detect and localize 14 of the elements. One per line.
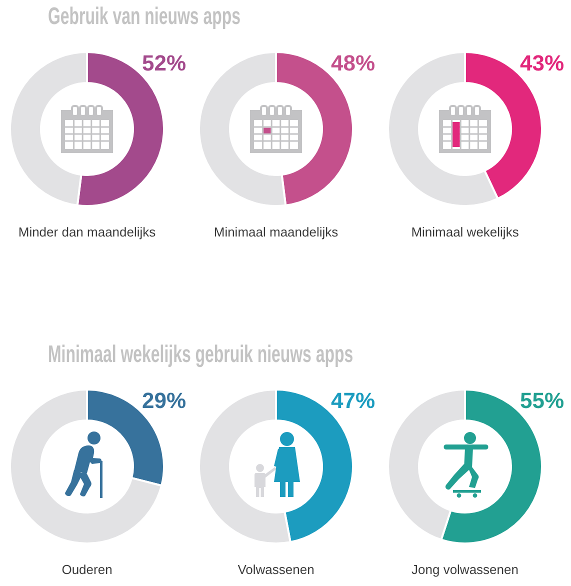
chart-title: Gebruik van nieuws apps [48,3,240,30]
text: Minimaal wekelijks [411,224,520,240]
data-label: 43% [520,50,564,76]
text: Ouderen [62,562,112,577]
data-label: 29% [142,388,186,413]
text: Minimaal maandelijks [214,224,339,240]
text: Jong volwassenen [412,562,518,577]
data-label: 48% [330,50,376,76]
chart-title: Minimaal wekelijks gebruik nieuws apps [48,341,354,368]
data-label: 47% [330,388,376,413]
data-label: 52% [142,50,186,76]
text: Minder dan maandelijks [18,224,156,240]
data-label: 55% [520,388,564,413]
text: Volwassenen [238,562,314,577]
